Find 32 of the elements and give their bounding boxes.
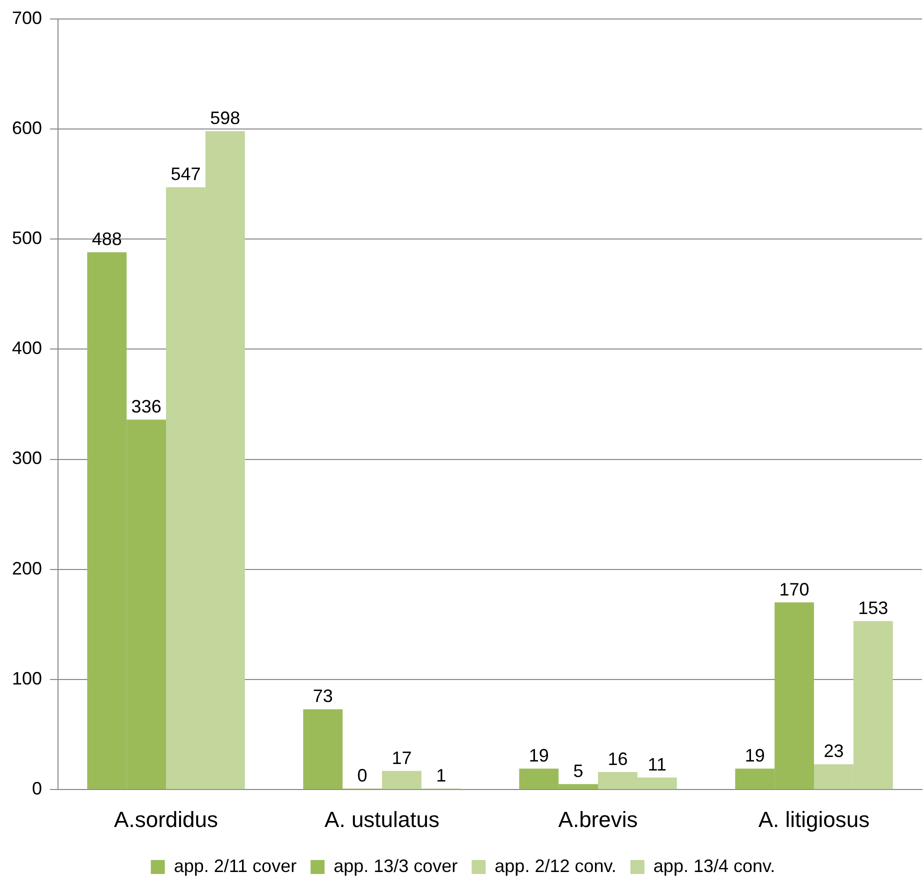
data-label: 336 bbox=[131, 396, 162, 417]
data-label: 1 bbox=[436, 765, 446, 786]
data-label: 598 bbox=[210, 108, 240, 128]
data-label: 488 bbox=[92, 229, 122, 250]
data-label: 170 bbox=[779, 579, 810, 600]
data-label: 19 bbox=[744, 746, 765, 766]
x-tick-label: A.brevis bbox=[558, 806, 638, 832]
y-tick-label: 700 bbox=[12, 8, 42, 28]
data-label: 16 bbox=[608, 748, 628, 769]
x-tick-label: A. litigiosus bbox=[758, 806, 870, 832]
x-tick-label: A. ustulatus bbox=[324, 806, 440, 832]
data-label: 547 bbox=[170, 164, 201, 184]
data-label: 5 bbox=[573, 761, 584, 782]
data-label: 17 bbox=[392, 748, 412, 768]
y-tick-label: 0 bbox=[32, 778, 42, 799]
legend-label: app. 2/11 cover bbox=[174, 856, 297, 876]
data-label: 153 bbox=[858, 598, 888, 618]
data-label: 73 bbox=[312, 686, 333, 706]
x-tick-label: A.sordidus bbox=[114, 806, 218, 832]
legend-label: app. 2/12 conv. bbox=[494, 856, 616, 876]
legend-label: app. 13/3 cover bbox=[334, 856, 458, 876]
data-label: 23 bbox=[824, 741, 844, 762]
y-tick-label: 200 bbox=[12, 558, 42, 578]
legend-label: app. 13/4 conv. bbox=[653, 856, 776, 876]
y-tick-label: 400 bbox=[12, 338, 42, 358]
data-label: 11 bbox=[648, 754, 666, 774]
data-label: 0 bbox=[357, 766, 368, 786]
y-tick-label: 600 bbox=[12, 118, 42, 138]
y-tick-label: 300 bbox=[12, 448, 42, 468]
y-tick-label: 100 bbox=[12, 668, 42, 688]
y-tick-label: 500 bbox=[12, 228, 42, 248]
data-label: 19 bbox=[528, 746, 549, 766]
